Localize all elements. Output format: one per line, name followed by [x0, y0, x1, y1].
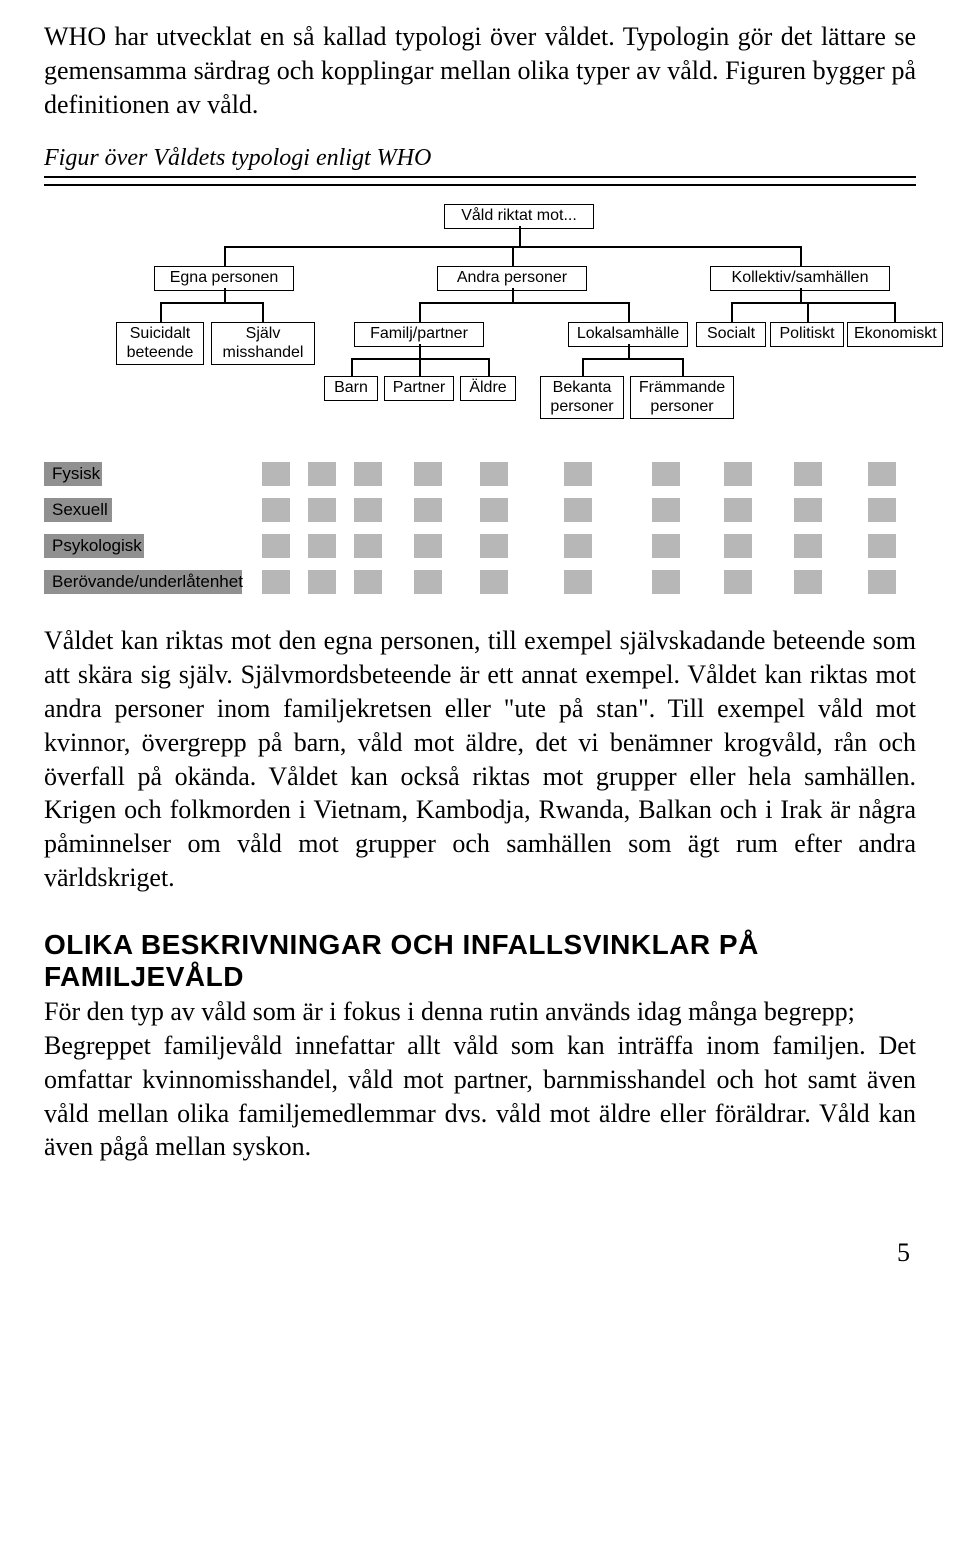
matrix-cell [724, 534, 752, 558]
matrix-cell [262, 534, 290, 558]
matrix-cell [480, 570, 508, 594]
matrix-cell [652, 462, 680, 486]
matrix-cell [480, 498, 508, 522]
matrix-cell [262, 570, 290, 594]
matrix-cell [868, 570, 896, 594]
node-andra: Andra personer [437, 266, 587, 290]
matrix-row: Fysisk [44, 462, 916, 486]
section-heading: OLIKA BESKRIVNINGAR OCH INFALLSVINKLAR P… [44, 929, 916, 993]
node-suicidalt: Suicidaltbeteende [116, 322, 204, 365]
node-root: Våld riktat mot... [444, 204, 594, 228]
matrix-cell [262, 498, 290, 522]
matrix-cell [414, 462, 442, 486]
matrix-cell [794, 534, 822, 558]
matrix-cell [308, 498, 336, 522]
node-lokalsamhalle: Lokalsamhälle [568, 322, 688, 346]
matrix-row-label: Berövande/underlåtenhet [48, 572, 248, 592]
node-aldre: Äldre [460, 376, 516, 400]
matrix-cell [354, 498, 382, 522]
node-politiskt: Politiskt [770, 322, 844, 346]
body-paragraph: Våldet kan riktas mot den egna personen,… [44, 624, 916, 894]
matrix-row: Psykologisk [44, 534, 916, 558]
matrix-cell [564, 570, 592, 594]
matrix-cell [354, 534, 382, 558]
matrix-cell [652, 570, 680, 594]
matrix-cell [564, 498, 592, 522]
matrix-cell [868, 498, 896, 522]
matrix-cell [724, 570, 752, 594]
matrix-cell [794, 570, 822, 594]
matrix-row: Berövande/underlåtenhet [44, 570, 916, 594]
matrix-row: Sexuell [44, 498, 916, 522]
matrix-cell [794, 498, 822, 522]
node-socialt: Socialt [696, 322, 766, 346]
matrix-cell [652, 498, 680, 522]
matrix-cell [414, 498, 442, 522]
page-number: 5 [44, 1238, 916, 1268]
node-ekonomiskt: Ekonomiskt [847, 322, 943, 346]
matrix-cell [724, 462, 752, 486]
matrix-cell [724, 498, 752, 522]
matrix-cell [308, 570, 336, 594]
matrix-cell [868, 462, 896, 486]
matrix-cell [652, 534, 680, 558]
typology-tree: Våld riktat mot... Egna personen Andra p… [44, 204, 916, 454]
matrix-cell [414, 534, 442, 558]
node-koll: Kollektiv/samhällen [710, 266, 890, 290]
matrix-cell [354, 462, 382, 486]
matrix-cell [262, 462, 290, 486]
node-barn: Barn [324, 376, 378, 400]
matrix-row-label: Sexuell [48, 500, 248, 520]
matrix-cell [480, 462, 508, 486]
matrix-cell [564, 534, 592, 558]
figure-caption: Figur över Våldets typologi enligt WHO [44, 145, 916, 178]
matrix-cell [564, 462, 592, 486]
after-heading-para-1: För den typ av våld som är i fokus i den… [44, 995, 916, 1029]
matrix-cell [354, 570, 382, 594]
matrix-cell [868, 534, 896, 558]
matrix-row-label: Psykologisk [48, 536, 248, 556]
node-egna: Egna personen [154, 266, 294, 290]
matrix-cell [414, 570, 442, 594]
intro-paragraph: WHO har utvecklat en så kallad typologi … [44, 20, 916, 121]
node-frammande: Främmandepersoner [630, 376, 734, 419]
matrix-row-label: Fysisk [48, 464, 248, 484]
node-sjalvmiss: Självmisshandel [211, 322, 315, 365]
matrix-cell [308, 534, 336, 558]
after-heading-para-2: Begreppet familjevåld innefattar allt vå… [44, 1029, 916, 1164]
node-bekanta: Bekantapersoner [540, 376, 624, 419]
matrix-cell [480, 534, 508, 558]
violence-matrix: Fysisk Sexuell Psykologisk Berövande/underl… [44, 462, 916, 594]
node-partner: Partner [384, 376, 454, 400]
node-familj: Familj/partner [354, 322, 484, 346]
matrix-cell [794, 462, 822, 486]
matrix-cell [308, 462, 336, 486]
